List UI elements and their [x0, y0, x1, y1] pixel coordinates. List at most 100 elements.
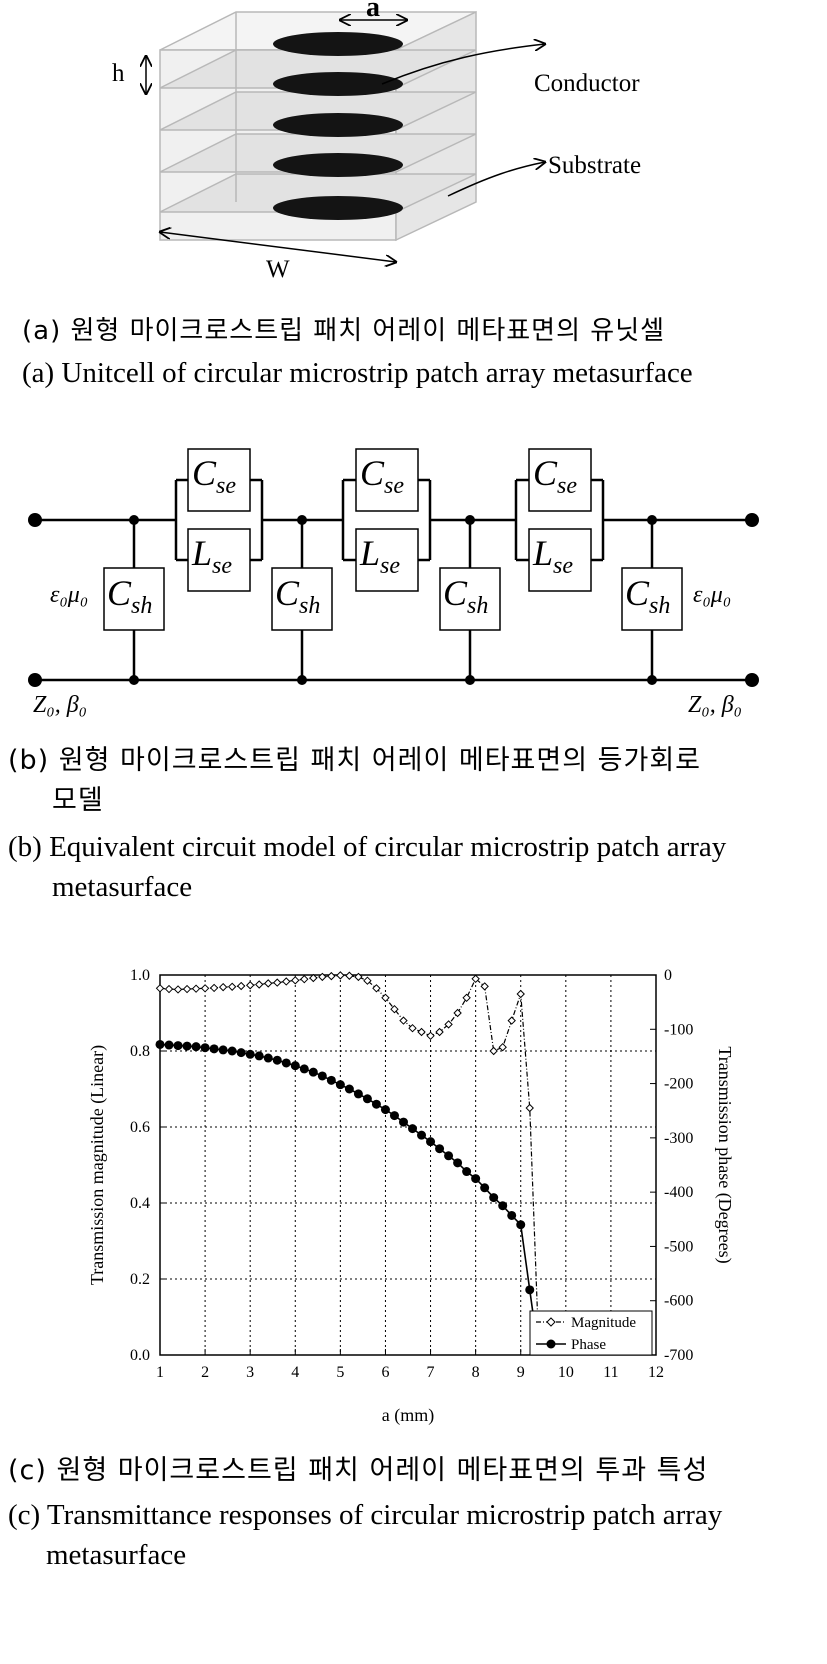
y2-tick-label: -400	[664, 1184, 693, 1201]
magnitude-point	[399, 1016, 408, 1025]
phase-point	[362, 1094, 372, 1104]
caption-a-english: (a) Unitcell of circular microstrip patc…	[22, 357, 693, 389]
phase-point	[299, 1064, 309, 1074]
magnitude-point	[435, 1027, 444, 1037]
y-tick-label: 0.6	[130, 1119, 150, 1136]
phase-point	[182, 1041, 192, 1051]
phase-point	[516, 1220, 526, 1230]
phase-point	[426, 1137, 436, 1147]
csh-label-4: Csh	[625, 573, 671, 620]
phase-point	[209, 1044, 219, 1054]
y-tick-label: 1.0	[130, 967, 150, 984]
phase-point	[480, 1183, 490, 1193]
y2-tick-label: 0	[664, 967, 672, 984]
phase-point	[489, 1193, 499, 1203]
phase-point	[498, 1201, 508, 1211]
y-tick-label: 0.2	[130, 1271, 150, 1288]
caption-b-korean-line1: (b) 원형 마이크로스트립 패치 어레이 메타표면의 등가회로	[8, 745, 702, 776]
magnitude-point	[516, 989, 525, 999]
phase-point	[272, 1055, 282, 1065]
phase-point	[155, 1039, 165, 1049]
magnitude-point	[507, 1016, 516, 1025]
x-axis-label: a (mm)	[382, 1405, 434, 1426]
magnitude-point	[390, 1004, 399, 1014]
magnitude-point	[417, 1027, 426, 1037]
magnitude-point	[218, 982, 228, 992]
lse-label-1: Lse	[192, 533, 233, 580]
dim-a-label: a	[366, 0, 380, 23]
magnitude-point	[318, 972, 327, 982]
phase-point	[335, 1080, 345, 1090]
cse-label-1: Cse	[192, 453, 237, 500]
cse-label-3: Cse	[533, 453, 578, 500]
caption-b-english-line1: (b) Equivalent circuit model of circular…	[8, 831, 727, 863]
magnitude-point	[254, 980, 264, 989]
magnitude-point	[426, 1031, 435, 1041]
phase-point	[471, 1174, 481, 1184]
legend-magnitude-marker	[546, 1317, 556, 1327]
substrate-label: Substrate	[548, 152, 642, 179]
magnitude-point	[273, 978, 282, 987]
x-tick-label: 6	[381, 1364, 389, 1381]
phase-point	[353, 1089, 363, 1099]
magnitude-point	[282, 977, 291, 986]
chart-legend: Magnitude Phase	[529, 1310, 653, 1356]
phase-point	[408, 1124, 418, 1134]
x-tick-label: 5	[336, 1364, 344, 1381]
transmission-chart: 1 2 3 4 5 6 7 8 9 10 11 120.00.20.40.60.81.0 0-100-2…	[87, 967, 735, 1426]
y-tick-label: 0.8	[130, 1043, 150, 1060]
conductor-patches	[273, 32, 403, 220]
y2-axis-label: Transmission phase (Degrees)	[714, 1046, 735, 1263]
phase-point	[254, 1051, 264, 1061]
y-tick-label: 0.0	[130, 1347, 150, 1364]
magnitude-point	[245, 981, 255, 990]
magnitude-point	[291, 976, 300, 985]
phase-point	[218, 1045, 228, 1055]
y-axis-label: Transmission magnitude (Linear)	[87, 1045, 108, 1285]
caption-a-korean: (a) 원형 마이크로스트립 패치 어레이 메타표면의 유닛셀	[22, 316, 666, 346]
magnitude-point	[200, 984, 210, 993]
x-tick-label: 4	[291, 1364, 299, 1381]
phase-point	[317, 1071, 327, 1081]
conductor-leader	[381, 44, 545, 85]
magnitude-point	[480, 982, 489, 991]
z-beta-right: Z₀, β₀	[688, 692, 742, 718]
magnitude-point	[444, 1020, 453, 1029]
magnitude-point	[164, 984, 174, 994]
magnitude-point	[381, 993, 390, 1003]
phase-point	[444, 1151, 454, 1161]
dim-h-label: h	[112, 60, 125, 87]
magnitude-point	[300, 974, 309, 984]
magnitude-point	[408, 1023, 417, 1033]
magnitude-point	[372, 984, 381, 993]
magnitude-point	[182, 984, 192, 994]
magnitude-point	[236, 981, 246, 991]
x-tick-label: 1	[156, 1364, 164, 1381]
magnitude-point	[336, 971, 345, 980]
lse-label-3: Lse	[533, 533, 574, 580]
magnitude-point	[209, 983, 219, 993]
phase-point	[462, 1167, 472, 1177]
magnitude-point	[227, 982, 237, 991]
x-tick-label: 8	[472, 1364, 480, 1381]
phase-point	[281, 1058, 291, 1068]
x-tick-label: 12	[648, 1364, 664, 1381]
substrate-leader	[447, 162, 545, 197]
x-tick-label: 2	[201, 1364, 209, 1381]
phase-point	[164, 1040, 174, 1050]
caption-c-english-line2: metasurface	[46, 1539, 187, 1571]
phase-point	[389, 1111, 399, 1121]
x-tick-label: 7	[427, 1364, 435, 1381]
caption-b-korean-line2: 모델	[52, 785, 104, 816]
cse-label-2: Cse	[360, 453, 405, 500]
magnitude-point	[354, 972, 363, 982]
magnitude-point	[462, 993, 471, 1003]
equivalent-circuit	[28, 448, 759, 687]
phase-point	[236, 1048, 246, 1058]
y2-tick-label: -700	[664, 1347, 693, 1364]
phase-point	[507, 1210, 517, 1220]
caption-c-korean: (c) 원형 마이크로스트립 패치 어레이 메타표면의 투과 특성	[8, 1455, 709, 1486]
legend-phase-marker	[546, 1339, 556, 1349]
magnitude-point	[525, 1103, 534, 1113]
phase-point	[245, 1049, 255, 1059]
